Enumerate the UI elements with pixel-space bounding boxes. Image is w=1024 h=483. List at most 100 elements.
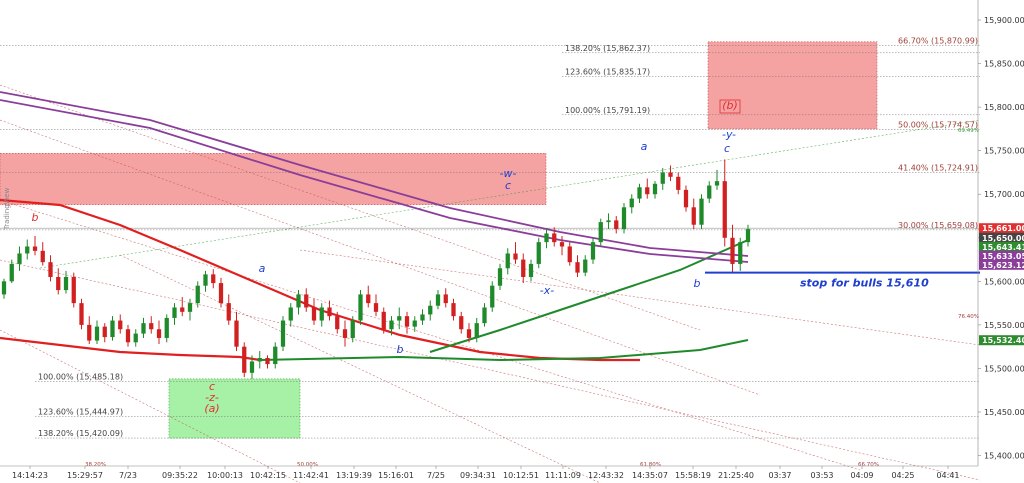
candle-body-82 xyxy=(637,187,642,199)
candle-36 xyxy=(280,316,286,352)
candle-95 xyxy=(738,237,743,271)
x-tick-label-11: 10:12:51 xyxy=(503,471,539,480)
x-tick-label-21: 04:41 xyxy=(936,471,959,480)
candle-31 xyxy=(242,342,247,378)
candle-63 xyxy=(490,281,495,312)
candle-body-6 xyxy=(48,262,53,277)
candle-52 xyxy=(404,311,410,334)
candle-73 xyxy=(567,242,572,266)
candle-body-52 xyxy=(404,316,410,327)
candle-43 xyxy=(335,311,340,334)
upper-target-zone xyxy=(707,41,878,130)
candle-body-88 xyxy=(683,189,689,208)
x-tick-label-4: 10:00:13 xyxy=(207,471,243,480)
candle-body-80 xyxy=(621,207,627,230)
candle-72 xyxy=(559,236,565,256)
candle-body-87 xyxy=(676,176,681,190)
candle-22 xyxy=(172,303,177,325)
candle-body-16 xyxy=(125,329,131,343)
candle-76 xyxy=(590,237,596,264)
candle-49 xyxy=(381,307,386,334)
candle-92 xyxy=(714,169,720,190)
ma-purple-1 xyxy=(0,91,749,257)
candle-6 xyxy=(48,255,53,282)
small-pct-label-5: 69.49% xyxy=(958,128,979,134)
price-label-4: 15,623.12 xyxy=(982,261,1024,270)
candle-body-38 xyxy=(296,294,301,308)
candle-3 xyxy=(25,239,30,260)
candle-28 xyxy=(218,277,224,308)
candle-8 xyxy=(63,270,69,294)
candle-88 xyxy=(683,185,689,212)
candle-69 xyxy=(536,237,541,269)
candle-11 xyxy=(87,316,92,345)
price-label-0: 15,661.00 xyxy=(982,224,1024,233)
x-tick-label-19: 04:09 xyxy=(850,471,873,480)
candle-body-30 xyxy=(234,320,239,347)
fib-label-7: 100.00% (15,485.18) xyxy=(38,372,123,381)
candle-body-14 xyxy=(110,320,115,338)
candle-46 xyxy=(358,290,363,325)
price-label-5: 15,532.40 xyxy=(982,336,1024,345)
candle-56 xyxy=(435,290,441,310)
y-tick-label-9: 15,450.00 xyxy=(984,408,1024,417)
x-tick-label-3: 09:35:22 xyxy=(162,471,198,480)
candle-body-47 xyxy=(366,294,371,304)
candle-48 xyxy=(373,294,379,317)
wave-label-5: b xyxy=(397,343,404,356)
fib-label-0: 138.20% (15,862.37) xyxy=(565,44,650,53)
candle-body-43 xyxy=(335,316,340,330)
wave-label-7: c xyxy=(505,179,511,192)
candle-77 xyxy=(598,218,603,247)
candle-body-1 xyxy=(9,263,14,282)
y-tick-label-3: 15,750.00 xyxy=(984,147,1024,156)
candle-body-9 xyxy=(71,276,76,304)
candle-27 xyxy=(211,269,216,289)
watermark-text: TradingView xyxy=(3,187,11,231)
candle-50 xyxy=(389,316,394,336)
candle-body-92 xyxy=(714,181,720,186)
candle-body-10 xyxy=(79,303,84,325)
candle-body-76 xyxy=(590,242,596,260)
candle-45 xyxy=(350,316,355,343)
wave-label-6: -w- xyxy=(500,167,517,180)
candle-body-42 xyxy=(327,307,332,317)
candle-body-79 xyxy=(614,220,619,230)
candle-body-96 xyxy=(745,229,751,243)
candle-87 xyxy=(676,172,681,195)
candle-29 xyxy=(226,294,231,325)
x-tick-label-0: 14:14:23 xyxy=(12,471,48,480)
candle-0 xyxy=(1,278,7,299)
candle-13 xyxy=(102,323,107,343)
wave-label-12: c xyxy=(724,142,730,155)
candle-body-84 xyxy=(652,183,658,195)
candle-84 xyxy=(652,181,658,199)
fib-levels-layer: 138.20% (15,862.37) 123.60% (15,835.17) 10… xyxy=(0,36,980,468)
candle-57 xyxy=(443,288,448,308)
candle-body-74 xyxy=(575,262,580,273)
x-tick-label-7: 13:19:39 xyxy=(336,471,372,480)
small-pct-label-4: 76.40% xyxy=(958,314,979,320)
candle-1 xyxy=(9,259,14,284)
candle-body-59 xyxy=(459,316,464,330)
candle-body-4 xyxy=(32,246,38,251)
price-label-2: 15,643.41 xyxy=(982,243,1024,252)
left-resistance-zone xyxy=(0,153,547,205)
y-tick-label-10: 15,400.00 xyxy=(984,452,1024,461)
candle-89 xyxy=(691,198,696,230)
x-tick-label-13: 12:43:32 xyxy=(588,471,624,480)
candle-body-7 xyxy=(56,276,61,291)
candle-body-67 xyxy=(521,259,526,277)
candle-body-75 xyxy=(583,259,588,273)
wave-label-13: (b) xyxy=(722,99,738,112)
price-label-3: 15,633.05 xyxy=(982,252,1024,261)
candle-body-62 xyxy=(482,307,487,324)
candle-7 xyxy=(56,268,61,295)
x-tick-label-15: 15:58:19 xyxy=(675,471,711,480)
candle-5 xyxy=(40,242,45,266)
candle-42 xyxy=(327,300,332,321)
candle-body-3 xyxy=(25,246,30,254)
candle-body-64 xyxy=(497,268,503,286)
x-tick-label-12: 11:11:09 xyxy=(545,471,581,480)
